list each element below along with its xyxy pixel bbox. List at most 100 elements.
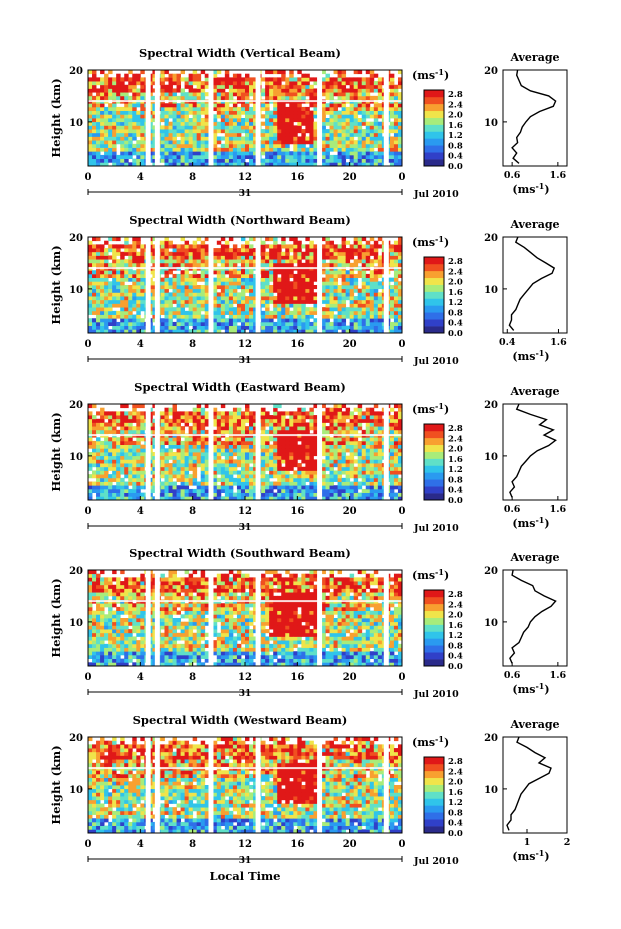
heatmap-cell	[357, 237, 363, 242]
heatmap-cell	[393, 147, 399, 152]
heatmap-cell	[184, 466, 190, 471]
heatmap-cell	[369, 143, 375, 148]
heatmap-cell	[313, 129, 318, 134]
panel-title: Spectral Width (Vertical Beam)	[139, 46, 341, 60]
heatmap-cell	[168, 251, 173, 256]
heatmap-cell	[273, 303, 278, 308]
heatmap-cell	[369, 70, 375, 75]
heatmap-cell	[124, 277, 129, 282]
heatmap-cell	[321, 136, 326, 141]
heatmap-cell	[116, 452, 121, 457]
heatmap-cell	[216, 240, 222, 245]
heatmap-cell	[281, 114, 286, 119]
heatmap-cell	[168, 92, 173, 97]
heatmap-cell	[96, 448, 101, 453]
heatmap-cell	[140, 444, 145, 449]
heatmap-cell	[96, 411, 101, 416]
heatmap-cell	[277, 281, 282, 286]
heatmap-cell	[281, 77, 286, 82]
heatmap-cell	[200, 437, 206, 442]
heatmap-cell	[397, 147, 403, 152]
heatmap-cell	[232, 318, 238, 323]
heatmap-cell	[305, 288, 310, 293]
heatmap-cell	[353, 143, 359, 148]
heatmap-cell	[232, 273, 238, 279]
heatmap-cell	[393, 125, 399, 130]
colorbar-swatch	[424, 131, 444, 139]
heatmap-cell	[321, 84, 326, 89]
heatmap-cell	[104, 477, 109, 482]
heatmap-cell	[265, 95, 270, 100]
heatmap-cell	[361, 248, 367, 253]
heatmap-cell	[285, 321, 290, 327]
heatmap-cell	[188, 307, 194, 312]
heatmap-cell	[273, 143, 278, 148]
heatmap-cell	[297, 81, 302, 86]
heatmap-cell	[277, 477, 282, 482]
heatmap-cell	[220, 255, 226, 260]
heatmap-cell	[273, 273, 278, 279]
heatmap-cell	[253, 95, 258, 100]
heatmap-cell	[120, 147, 125, 152]
heatmap-cell	[120, 303, 125, 308]
heatmap-cell	[88, 429, 93, 434]
heatmap-cell	[240, 81, 246, 86]
heatmap-cell	[393, 255, 399, 260]
heatmap-cell	[224, 73, 230, 78]
heatmap-cell	[108, 459, 113, 464]
heatmap-cell	[160, 77, 165, 82]
heatmap-cell	[120, 88, 125, 93]
heatmap-cell	[132, 136, 137, 141]
heatmap-cell	[337, 262, 343, 267]
heatmap-cell	[88, 422, 93, 427]
heatmap-cell	[301, 296, 306, 301]
heatmap-cell	[184, 103, 190, 108]
heatmap-cell	[188, 440, 194, 446]
heatmap-cell	[200, 270, 206, 275]
heatmap-cell	[104, 474, 109, 479]
heatmap-cell	[397, 237, 403, 242]
heatmap-cell	[136, 292, 141, 297]
heatmap-cell	[349, 262, 355, 267]
heatmap-cell	[365, 154, 371, 160]
heatmap-cell	[353, 259, 359, 264]
heatmap-cell	[249, 125, 254, 130]
heatmap-cell	[216, 92, 222, 97]
heatmap-cell	[152, 143, 157, 148]
heatmap-cell	[245, 299, 250, 304]
heatmap-cell	[196, 244, 202, 249]
heatmap-cell	[365, 303, 371, 308]
heatmap-cell	[184, 452, 190, 457]
colorbar-swatch	[424, 305, 444, 313]
heatmap-cell	[389, 92, 395, 97]
colorbar-frame	[423, 89, 445, 167]
heatmap-cell	[232, 121, 238, 126]
colorbar-unit: (ms-1)	[412, 67, 449, 82]
heatmap-cell	[313, 132, 318, 137]
heatmap-cell	[136, 140, 141, 145]
heatmap-cell	[100, 492, 105, 497]
heatmap-cell	[152, 310, 157, 315]
heatmap-cell	[176, 448, 181, 453]
heatmap-cell	[128, 162, 133, 167]
heatmap-cell	[176, 452, 181, 457]
heatmap-cell	[196, 95, 202, 100]
heatmap-cell	[329, 92, 334, 97]
heatmap-cell	[124, 129, 129, 134]
heatmap-cell	[204, 158, 210, 163]
heatmap-cell	[152, 307, 157, 312]
heatmap-cell	[333, 259, 338, 264]
heatmap-cell	[397, 244, 403, 249]
heatmap-cell	[188, 426, 194, 431]
heatmap-cell	[389, 277, 395, 282]
heatmap-cell	[309, 143, 314, 148]
heatmap-cell	[200, 444, 206, 449]
heatmap-cell	[305, 73, 310, 78]
heatmap-cell	[269, 237, 274, 242]
average-frame	[502, 69, 568, 167]
heatmap-cell	[108, 114, 113, 119]
heatmap-cell	[353, 154, 359, 160]
heatmap-cell	[389, 162, 395, 167]
heatmap-cell	[104, 114, 109, 119]
heatmap-cell	[136, 143, 141, 148]
